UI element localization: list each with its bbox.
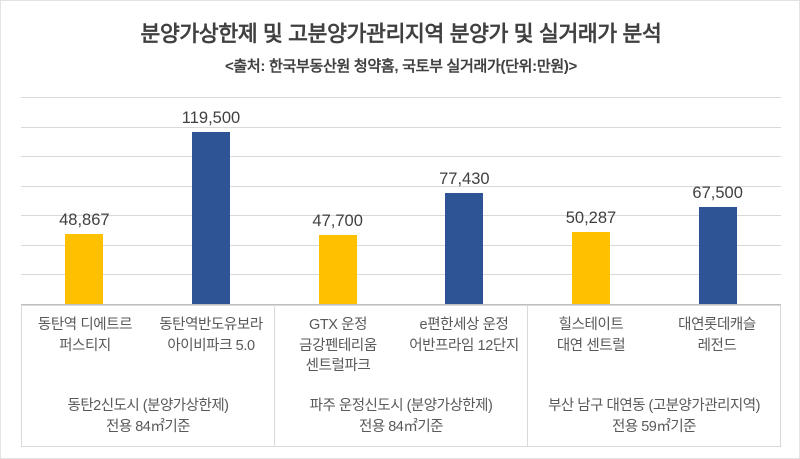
bar[interactable]: [318, 235, 357, 304]
gridline: [21, 186, 781, 187]
bar-slot: 50,287: [528, 97, 655, 304]
gridline: [21, 274, 781, 275]
category-label-line: 대연 센트럴: [556, 337, 626, 354]
category-label-line: 어반프라임 12단지: [409, 337, 519, 354]
category-label-line: 동탄역 디에트르: [37, 317, 133, 333]
bar[interactable]: [191, 132, 230, 304]
label-item-row: 힐스테이트 대연 센트럴 대연롯데캐슬 레전드: [528, 306, 780, 390]
group-label-line: 전용 84㎡기준: [358, 419, 444, 436]
gridline: [21, 245, 781, 246]
bar[interactable]: [698, 207, 737, 304]
bar-value-label: 50,287: [565, 209, 617, 227]
bar-value-label: 47,700: [312, 212, 363, 230]
group-label-cell: 부산 남구 대연동 (고분양가관리지역) 전용 59㎡기준: [528, 390, 780, 446]
gridline: [21, 156, 781, 157]
bar-slot: 119,500: [148, 97, 275, 304]
group-label-cell: 파주 운정신도시 (분양가상한제) 전용 84㎡기준: [275, 390, 527, 446]
gridline: [21, 97, 781, 98]
chart-subtitle: <출처: 한국부동산원 청약홈, 국토부 실거래가(단위:만원)>: [224, 58, 578, 75]
category-label-table: 동탄역 디에트르 퍼스티지 동탄역반도유보라 아이비파크 5.0 동탄2신도시 (분양가…: [21, 305, 781, 447]
bar[interactable]: [445, 193, 484, 304]
group-label-line: 파주 운정신도시 (분양가상한제): [309, 398, 493, 414]
gridline: [21, 127, 781, 128]
group-label-line: 동탄2신도시 (분양가상한제): [67, 398, 230, 414]
category-label-line: 센트럴파크: [305, 358, 371, 375]
category-label-line: GTX 운정: [308, 317, 368, 333]
category-label-line: 레전드: [697, 337, 737, 354]
bar-value-label: 48,867: [59, 211, 110, 229]
chart-title: 분양가상한제 및 고분양가관리지역 분양가 및 실거래가 분석: [140, 22, 662, 46]
category-label-line: 대연롯데캐슬: [678, 317, 756, 333]
bar[interactable]: [571, 232, 610, 304]
x-axis-line: [21, 304, 781, 305]
bar-slot: 47,700: [274, 97, 401, 304]
bar-slot: 67,500: [654, 97, 781, 304]
category-label-line: 동탄역반도유보라: [159, 317, 263, 333]
category-label-line: 퍼스티지: [59, 337, 111, 354]
gridline: [21, 215, 781, 216]
bar[interactable]: [65, 234, 104, 304]
label-group-panel: 힐스테이트 대연 센트럴 대연롯데캐슬 레전드 부산 남구 대연동 (고분양가관리지역)…: [527, 305, 781, 447]
group-label-cell: 동탄2신도시 (분양가상한제) 전용 84㎡기준: [22, 390, 274, 446]
category-label-line: 아이비파크 5.0: [167, 337, 255, 354]
plot-area: 48,867 119,500 47,700 77,430 50,287 67,500: [21, 97, 781, 305]
label-item-row: GTX 운정 금강펜테리움 센트럴파크 e편한세상 운정 어반프라임 12단지: [275, 306, 527, 390]
category-label-line: 힐스테이트: [558, 317, 624, 333]
bar-slot: 77,430: [401, 97, 528, 304]
group-label-line: 전용 59㎡기준: [611, 419, 697, 436]
bar-slot: 48,867: [21, 97, 148, 304]
category-label-line: e편한세상 운정: [419, 317, 509, 333]
bar-value-label: 67,500: [692, 184, 743, 202]
bar-value-label: 77,430: [439, 170, 490, 188]
category-label-line: 금강펜테리움: [299, 337, 377, 354]
bar-value-label: 119,500: [181, 109, 241, 127]
label-group-panel: GTX 운정 금강펜테리움 센트럴파크 e편한세상 운정 어반프라임 12단지 파주 운정…: [274, 305, 527, 447]
group-label-line: 부산 남구 대연동 (고분양가관리지역): [548, 398, 760, 414]
label-group-panel: 동탄역 디에트르 퍼스티지 동탄역반도유보라 아이비파크 5.0 동탄2신도시 (분양가…: [21, 305, 274, 447]
group-label-line: 전용 84㎡기준: [105, 419, 191, 436]
label-item-row: 동탄역 디에트르 퍼스티지 동탄역반도유보라 아이비파크 5.0: [22, 306, 274, 390]
